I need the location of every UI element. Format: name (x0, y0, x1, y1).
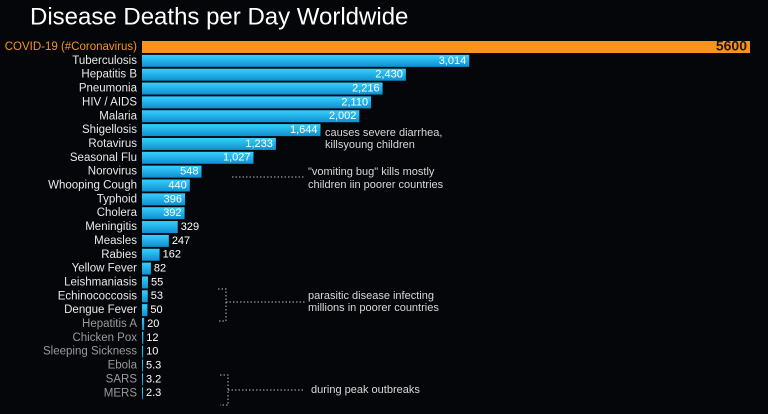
bar (142, 276, 148, 289)
value-label: 2,430 (375, 69, 403, 81)
bar (142, 290, 148, 303)
bar (142, 373, 143, 386)
y-tick-label: Seasonal Flu (70, 152, 137, 164)
y-tick-label: COVID-19 (#Coronavirus) (5, 41, 137, 53)
y-tick-label: MERS (104, 387, 138, 399)
y-tick-label: Typhoid (97, 193, 137, 205)
bar (142, 179, 190, 192)
bar (142, 207, 185, 220)
y-tick-label: Sleeping Sickness (43, 346, 137, 358)
y-tick-label: Whooping Cough (48, 180, 137, 192)
y-tick-label: Cholera (97, 207, 138, 219)
bar (142, 68, 406, 81)
value-label: 5600 (716, 38, 747, 54)
bar (142, 124, 321, 137)
y-tick-label: Hepatitis B (81, 69, 137, 81)
y-tick-label: Shigellosis (82, 124, 137, 136)
y-tick-label: Tuberculosis (72, 55, 137, 67)
annotation: "vomiting bug" kills mostly (308, 166, 435, 178)
y-tick-label: Meningitis (85, 221, 137, 233)
value-label: 1,233 (245, 138, 273, 150)
y-tick-label: Chicken Pox (72, 332, 137, 344)
bar (142, 151, 254, 164)
value-label: 55 (151, 276, 163, 288)
annotation: during peak outbreaks (311, 384, 420, 396)
chart-title: Disease Deaths per Day Worldwide (30, 3, 408, 30)
bar (142, 387, 143, 400)
value-label: 247 (172, 235, 190, 247)
bar (142, 137, 276, 150)
y-tick-label: Ebola (108, 360, 138, 372)
bar (142, 234, 169, 247)
annotation-bracket (218, 288, 305, 322)
y-tick-label: Yellow Fever (72, 263, 138, 275)
annotation-bracket (220, 374, 305, 406)
annotation: parasitic disease infecting (308, 290, 434, 302)
value-label: 2.3 (146, 387, 161, 399)
value-label: 548 (180, 166, 198, 178)
bar (142, 110, 360, 123)
bar (142, 193, 185, 206)
y-tick-label: Norovirus (88, 166, 137, 178)
y-tick-label: SARS (106, 373, 138, 385)
bar (142, 345, 144, 358)
value-label: 1,027 (223, 152, 251, 164)
value-label: 3,014 (439, 55, 467, 67)
bar (142, 359, 143, 372)
bar (142, 221, 178, 234)
value-label: 20 (147, 318, 159, 330)
y-tick-label: Pneumonia (79, 83, 138, 95)
y-tick-label: Malaria (99, 110, 137, 122)
value-label: 82 (154, 263, 166, 275)
value-label: 162 (163, 249, 181, 261)
y-tick-label: Hepatitis A (82, 318, 137, 330)
value-label: 329 (181, 221, 199, 233)
annotation: causes severe diarrhea, (325, 127, 442, 139)
bar (142, 248, 160, 261)
bar (142, 262, 151, 275)
value-label: 2,216 (352, 82, 380, 94)
bar (142, 304, 148, 317)
value-label: 10 (146, 346, 158, 358)
y-tick-label: Measles (94, 235, 137, 247)
value-label: 396 (164, 193, 182, 205)
y-tick-label: Rabies (101, 249, 137, 261)
bar (142, 54, 470, 67)
value-label: 392 (163, 207, 181, 219)
annotation: killsyoung children (325, 139, 415, 151)
y-tick-label: HIV / AIDS (82, 96, 137, 108)
y-tick-label: Leishmaniasis (64, 276, 137, 288)
bar (142, 165, 202, 178)
annotation: millions in poorer countries (308, 302, 439, 314)
bar (142, 41, 750, 53)
value-label: 3.2 (146, 373, 161, 385)
value-label: 2,002 (329, 110, 357, 122)
value-label: 2,110 (341, 96, 368, 108)
value-label: 440 (168, 179, 186, 191)
annotation: children iin poorer countries (308, 179, 444, 191)
bar (142, 82, 383, 95)
value-label: 53 (151, 290, 163, 302)
bar (142, 318, 145, 330)
y-tick-label: Dengue Fever (64, 304, 137, 316)
value-label: 5.3 (146, 359, 161, 371)
y-tick-label: Rotavirus (88, 138, 137, 150)
value-label: 12 (146, 332, 158, 344)
value-label: 1,644 (290, 124, 318, 136)
bar (142, 331, 144, 344)
bar (142, 96, 372, 109)
value-label: 50 (150, 304, 162, 316)
y-tick-label: Echinococcosis (58, 290, 138, 302)
